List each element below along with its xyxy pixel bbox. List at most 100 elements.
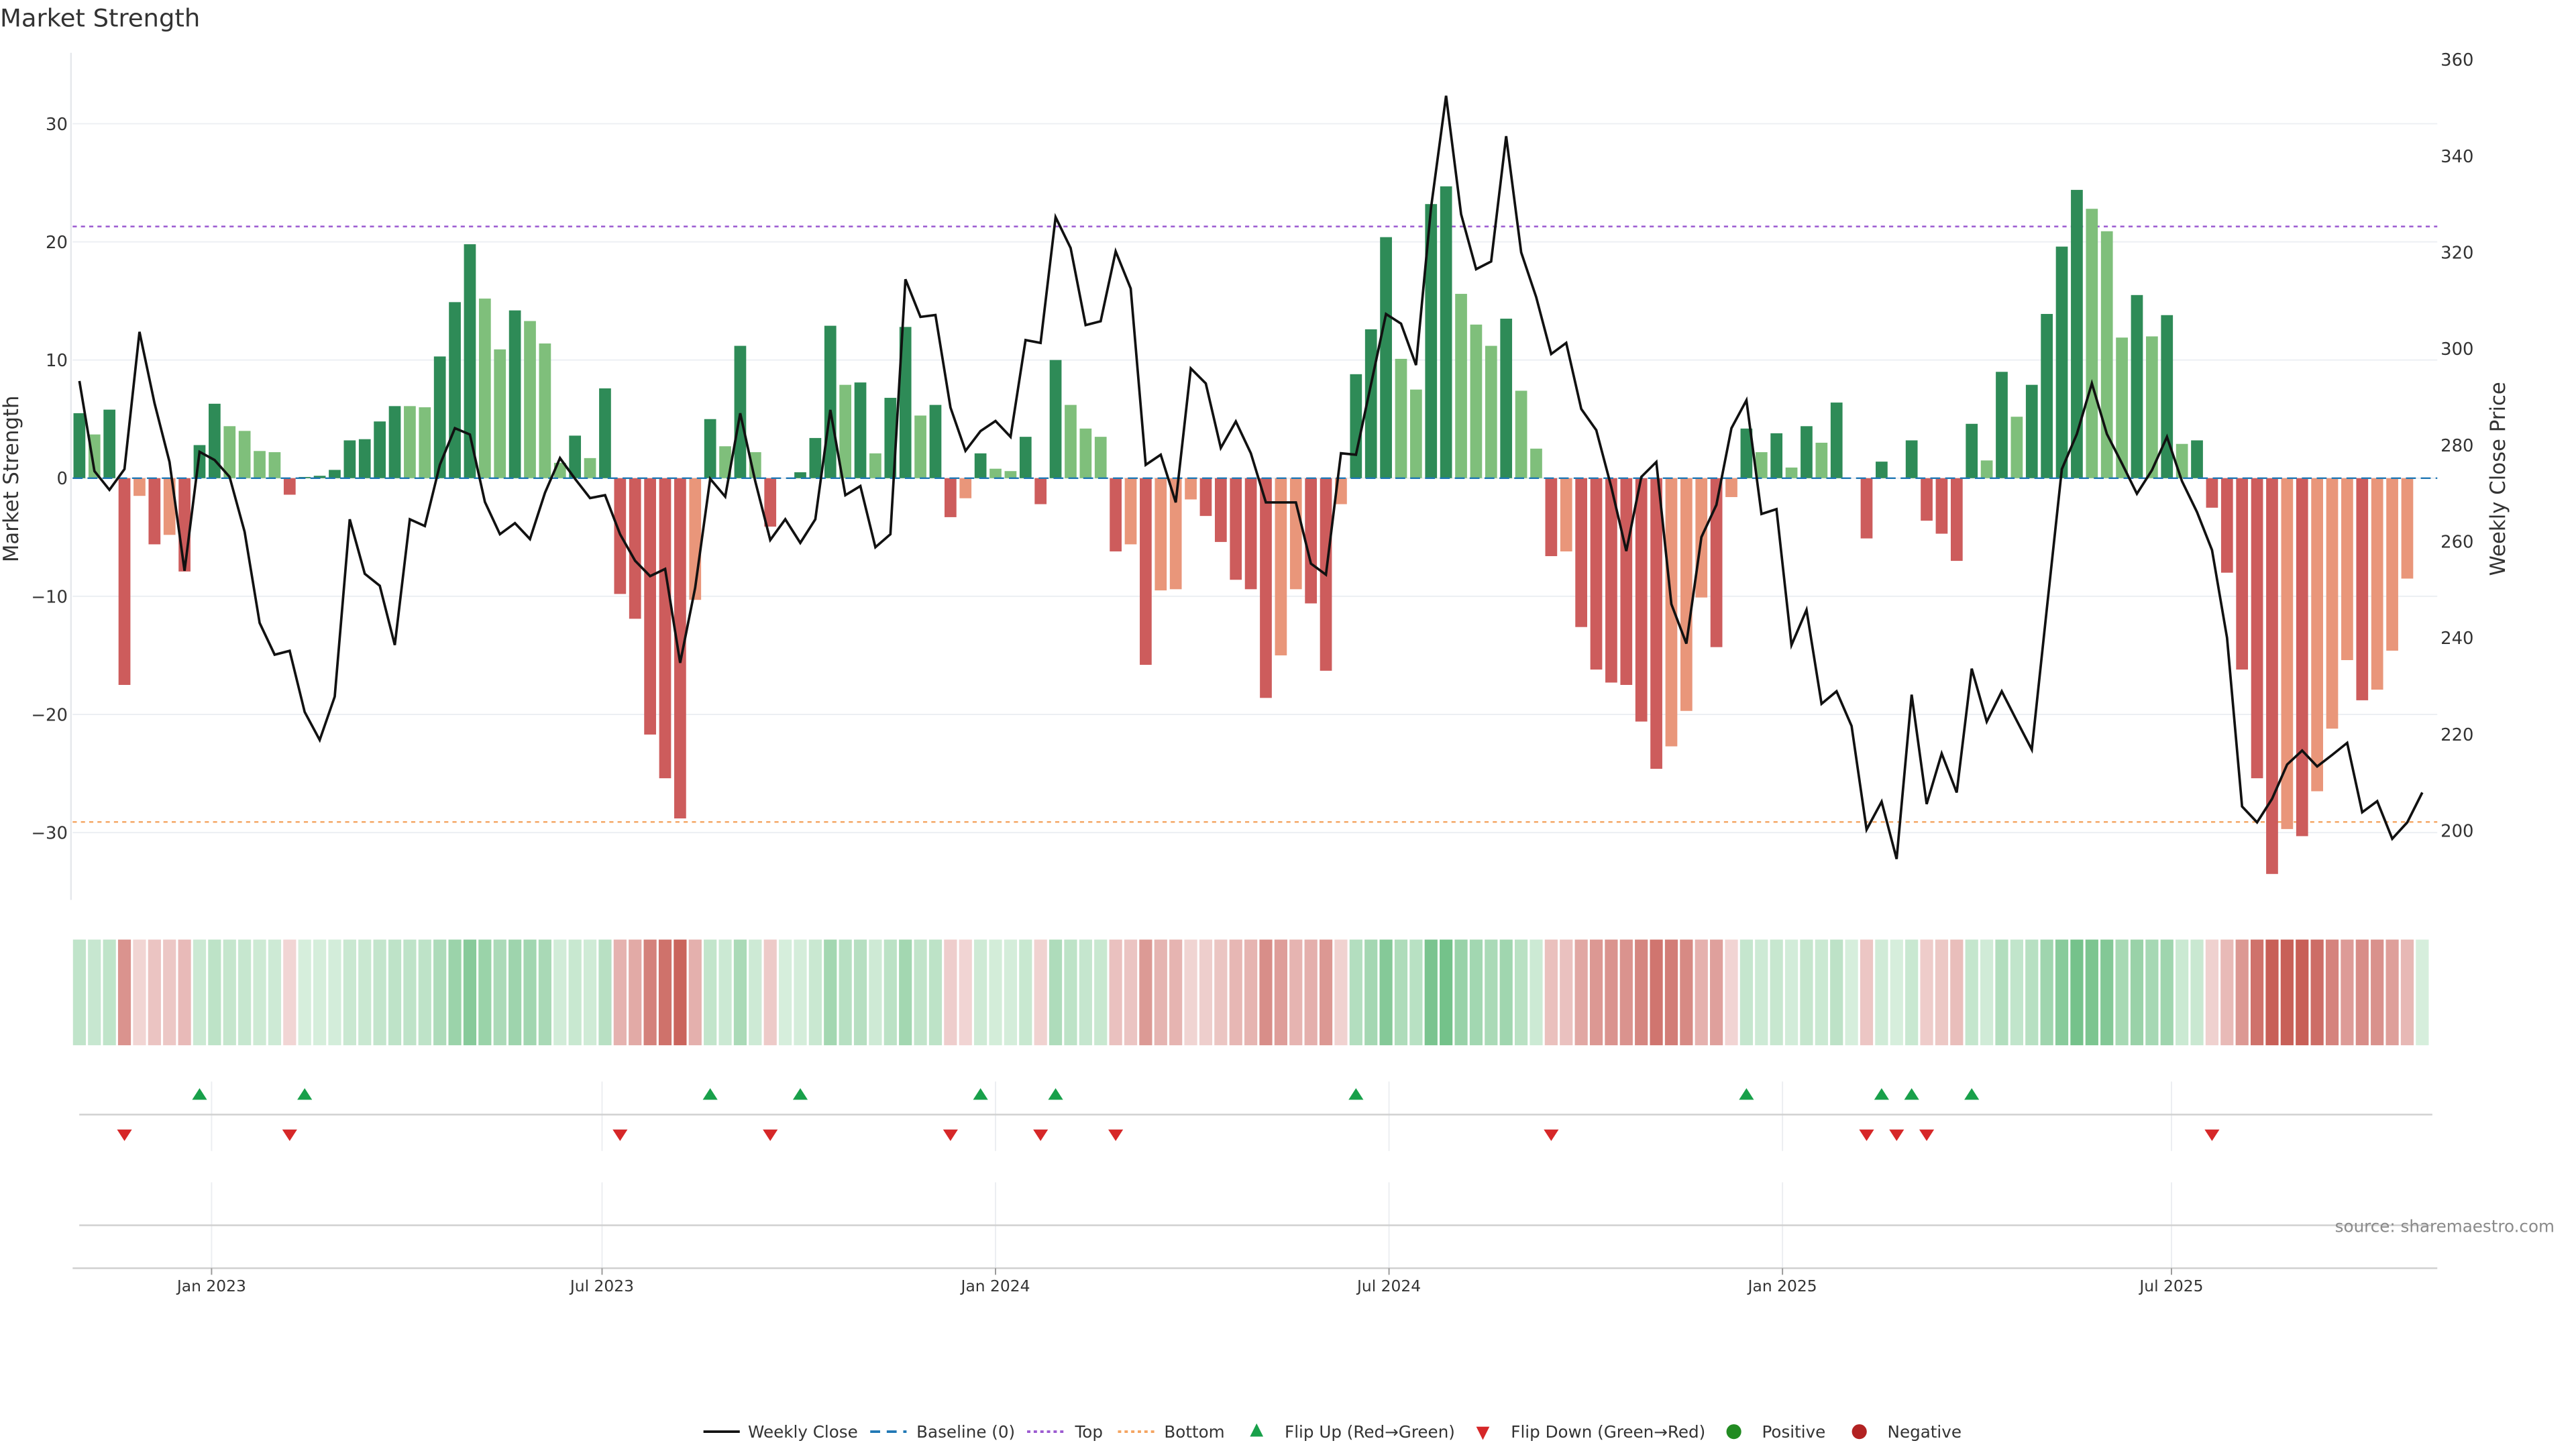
- strength-bar: [2131, 294, 2143, 478]
- strength-bar: [794, 472, 806, 478]
- heatmap-cell: [1890, 939, 1903, 1046]
- heatmap-cell: [643, 939, 657, 1046]
- strength-bar: [1305, 478, 1318, 604]
- strength-bar: [1996, 372, 2008, 478]
- strength-bar: [283, 478, 296, 495]
- heatmap-cell: [223, 939, 236, 1046]
- right-tick-label: 300: [2440, 339, 2473, 360]
- x-tick-label: Jan 2023: [176, 1277, 246, 1295]
- strength-bar: [1860, 478, 1873, 539]
- strength-bar: [1350, 374, 1362, 478]
- heatmap-cell: [568, 939, 582, 1046]
- heatmap-cell: [1725, 939, 1738, 1046]
- heatmap-cell: [2055, 939, 2069, 1046]
- flip-up-marker: [792, 1088, 808, 1100]
- right-tick-label: 200: [2440, 821, 2473, 841]
- heatmap-cell: [298, 939, 311, 1046]
- strength-bar: [464, 244, 476, 478]
- source-credit: source: sharemaestro.com: [2335, 1216, 2555, 1236]
- strength-bar: [1935, 478, 1948, 534]
- flip-down-marker: [612, 1129, 628, 1141]
- strength-bar: [1575, 478, 1588, 627]
- heatmap-cell: [1830, 939, 1843, 1046]
- left-tick-label: −30: [31, 824, 68, 844]
- legend-item-flip-down: Flip Down (Green→Red): [1476, 1422, 1705, 1442]
- left-tick-label: 30: [46, 115, 68, 135]
- heatmap-cell: [253, 939, 266, 1046]
- flip-down-marker: [1108, 1129, 1124, 1141]
- x-tick-label: Jan 2024: [960, 1277, 1030, 1295]
- legend-item-flip-up: Flip Up (Red→Green): [1250, 1422, 1455, 1442]
- heatmap-cell: [2040, 939, 2053, 1046]
- heatmap-cell: [2176, 939, 2189, 1046]
- flip-up-marker: [192, 1088, 207, 1100]
- heatmap-cell: [1184, 939, 1197, 1046]
- legend-label: Bottom: [1164, 1422, 1224, 1442]
- heatmap-cell: [1485, 939, 1498, 1046]
- strength-bar: [1530, 448, 1542, 478]
- left-tick-label: −20: [31, 705, 68, 725]
- heatmap-cell: [2085, 939, 2098, 1046]
- strength-bar: [494, 349, 506, 478]
- strength-bar: [869, 453, 881, 478]
- heatmap-cell: [238, 939, 252, 1046]
- strength-bar: [2041, 313, 2053, 478]
- flip-up-marker: [1874, 1088, 1889, 1100]
- heatmap-cell: [1440, 939, 1453, 1046]
- strength-bar: [1185, 478, 1197, 500]
- strength-bar: [238, 431, 251, 478]
- heatmap-cell: [178, 939, 191, 1046]
- heatmap-cell: [2130, 939, 2144, 1046]
- red-circle-icon: [1851, 1424, 1867, 1440]
- strength-bar: [1019, 437, 1032, 478]
- heatmap-cell: [1334, 939, 1348, 1046]
- heatmap-cell: [1935, 939, 1949, 1046]
- heatmap-cell: [1845, 939, 1858, 1046]
- strength-bar: [88, 434, 101, 478]
- heatmap-cell: [313, 939, 327, 1046]
- heatmap-cell: [1169, 939, 1183, 1046]
- strength-bar: [2296, 478, 2308, 837]
- heatmap-cell: [1950, 939, 1964, 1046]
- left-tick-label: 0: [56, 469, 67, 489]
- heatmap-cell: [1094, 939, 1108, 1046]
- heatmap-cell: [1755, 939, 1768, 1046]
- heatmap-cell: [824, 939, 837, 1046]
- heatmap-cell: [2235, 939, 2249, 1046]
- strength-bar: [1470, 324, 1483, 478]
- heatmap-cell: [1514, 939, 1528, 1046]
- flip-up-marker: [1048, 1088, 1063, 1100]
- strength-bar: [1966, 423, 1978, 478]
- strength-bar: [374, 421, 386, 478]
- heatmap-cell: [959, 939, 972, 1046]
- flip-down-marker: [1544, 1129, 1559, 1141]
- heatmap-cell: [1229, 939, 1242, 1046]
- heatmap-cell: [2115, 939, 2129, 1046]
- strength-bar: [1785, 467, 1798, 478]
- heatmap-cell: [478, 939, 492, 1046]
- heatmap-cell: [869, 939, 882, 1046]
- weekly-close-series: [78, 95, 2424, 859]
- strength-bar: [1380, 237, 1392, 478]
- heatmap-cell: [688, 939, 702, 1046]
- right-tick-label: 280: [2440, 436, 2473, 456]
- heatmap-cell: [1920, 939, 1933, 1046]
- heatmap-cell: [103, 939, 116, 1046]
- flip-up-marker: [1739, 1088, 1754, 1100]
- heatmap-cell: [493, 939, 506, 1046]
- strength-bar: [2266, 478, 2278, 874]
- heatmap-cell: [2355, 939, 2369, 1046]
- heatmap-cell: [808, 939, 822, 1046]
- green-circle-icon: [1726, 1424, 1741, 1440]
- strength-bar: [1770, 433, 1783, 478]
- heatmap-cell: [629, 939, 642, 1046]
- flip-markers-panel: [79, 1081, 2432, 1151]
- x-axis: Jan 2023 Jul 2023 Jan 2024 Jul 2024 Jan 2025…: [72, 1267, 2438, 1295]
- legend-label: Negative: [1888, 1422, 1962, 1442]
- heatmap-cell: [598, 939, 612, 1046]
- strength-bar: [764, 478, 777, 527]
- heatmap-cell: [718, 939, 732, 1046]
- heatmap-cell: [1139, 939, 1152, 1046]
- heatmap-cell: [763, 939, 777, 1046]
- strength-bar: [118, 478, 131, 686]
